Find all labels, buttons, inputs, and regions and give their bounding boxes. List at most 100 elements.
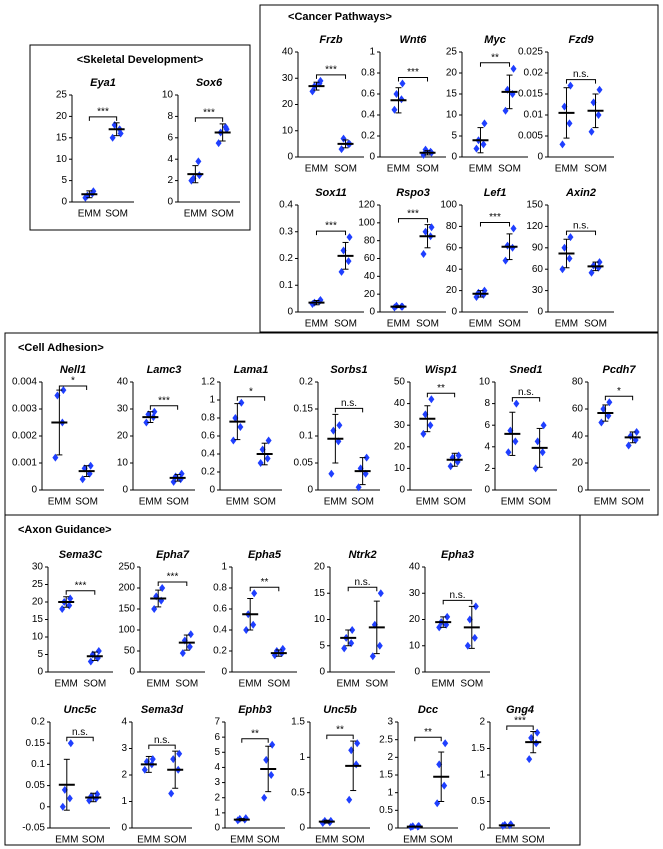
y-tick-label: 0.8 xyxy=(361,68,375,79)
y-tick-label: 20 xyxy=(394,441,406,452)
y-tick-label: 0.2 xyxy=(201,467,215,478)
y-tick-label: 1 xyxy=(299,752,305,763)
significance-bracket xyxy=(315,74,347,79)
data-point xyxy=(261,793,268,802)
x-tick-label: SOM xyxy=(334,164,357,175)
significance-label: *** xyxy=(325,65,337,76)
y-tick-label: 50 xyxy=(124,646,136,657)
data-point xyxy=(187,630,194,639)
y-tick-label: 0.1 xyxy=(279,280,293,291)
y-tick-label: 5 xyxy=(61,175,67,186)
y-tick-label: 0.002 xyxy=(12,431,37,442)
y-tick-label: 60 xyxy=(364,253,376,264)
y-tick-label: 1 xyxy=(479,770,485,781)
significance-label: n.s. xyxy=(573,221,589,232)
y-tick-label: 60 xyxy=(446,242,458,253)
significance-label: n.s. xyxy=(518,387,534,398)
data-point xyxy=(455,451,462,460)
x-tick-label: EMM xyxy=(495,835,518,846)
y-tick-label: 1.5 xyxy=(471,743,485,754)
x-tick-label: SOM xyxy=(522,835,545,846)
x-tick-label: SOM xyxy=(416,164,439,175)
y-tick-label: 30 xyxy=(32,562,44,573)
data-point xyxy=(588,127,595,136)
data-point xyxy=(512,437,519,446)
y-tick-label: 10 xyxy=(314,614,326,625)
y-tick-label: 2 xyxy=(484,463,490,474)
y-tick-label: 0 xyxy=(369,152,375,163)
y-tick-label: 0 xyxy=(387,823,393,834)
y-tick-label: 40 xyxy=(364,271,376,282)
x-tick-label: SOM xyxy=(365,679,388,690)
data-point xyxy=(633,427,640,436)
y-tick-label: 2.5 xyxy=(379,734,393,745)
section-title: <Skeletal Development> xyxy=(77,54,204,66)
significance-label: *** xyxy=(158,395,170,406)
y-tick-label: 0.6 xyxy=(213,604,227,615)
x-tick-label: SOM xyxy=(430,835,453,846)
y-tick-label: 7 xyxy=(214,717,220,728)
chart-title: Epha5 xyxy=(248,549,282,561)
y-tick-label: 0.15 xyxy=(294,404,314,415)
significance-label: * xyxy=(71,376,75,387)
y-tick-label: 10 xyxy=(56,154,68,165)
x-tick-label: SOM xyxy=(498,164,521,175)
y-tick-label: 0 xyxy=(537,307,543,318)
x-tick-label: SOM xyxy=(253,497,276,508)
chart-title: Rspo3 xyxy=(396,187,430,199)
y-tick-label: 2 xyxy=(167,175,173,186)
data-point xyxy=(376,641,383,650)
data-point xyxy=(566,254,573,263)
y-tick-label: 1 xyxy=(209,395,215,406)
y-tick-label: 4 xyxy=(484,441,490,452)
data-point xyxy=(149,755,156,764)
y-tick-label: 20 xyxy=(117,431,129,442)
data-point xyxy=(481,286,488,295)
chart-title: Epha3 xyxy=(441,549,474,561)
y-tick-label: 3 xyxy=(121,743,127,754)
significance-label: ** xyxy=(437,383,445,394)
significance-bracket xyxy=(334,407,364,413)
data-point xyxy=(94,790,101,799)
data-point xyxy=(196,171,203,180)
data-point xyxy=(52,453,59,462)
significance-label: *** xyxy=(203,108,215,119)
y-tick-label: 0 xyxy=(37,667,43,678)
data-point xyxy=(170,477,177,486)
significance-bracket xyxy=(479,222,511,227)
data-point xyxy=(87,461,94,470)
y-tick-label: 0.05 xyxy=(294,458,314,469)
x-tick-label: SOM xyxy=(528,497,551,508)
data-point xyxy=(526,755,533,764)
y-tick-label: 1 xyxy=(387,787,393,798)
chart-title: Ntrk2 xyxy=(348,549,376,561)
significance-label: ** xyxy=(251,728,259,739)
data-point xyxy=(595,111,602,119)
y-tick-label: 0 xyxy=(484,485,490,496)
significance-bracket xyxy=(65,590,96,595)
significance-bracket xyxy=(58,385,88,390)
y-tick-label: 60 xyxy=(532,264,544,275)
data-point xyxy=(179,649,186,658)
y-tick-label: 30 xyxy=(532,285,544,296)
x-tick-label: EMM xyxy=(305,319,328,330)
y-tick-label: 0 xyxy=(39,801,45,812)
y-tick-label: 0.025 xyxy=(518,47,543,58)
x-tick-label: SOM xyxy=(416,319,439,330)
y-tick-label: 1 xyxy=(121,796,127,807)
x-tick-label: EMM xyxy=(387,319,410,330)
chart-title: Sox11 xyxy=(315,187,347,199)
data-point xyxy=(265,436,272,445)
y-tick-label: 120 xyxy=(526,221,543,232)
y-tick-label: 1 xyxy=(214,807,220,818)
y-tick-label: 30 xyxy=(117,404,129,415)
data-point xyxy=(534,728,541,737)
y-tick-label: 0.4 xyxy=(279,200,293,211)
significance-label: ** xyxy=(261,577,269,588)
y-tick-label: 0 xyxy=(221,667,227,678)
significance-label: n.s. xyxy=(154,735,170,746)
y-tick-label: 0 xyxy=(122,485,128,496)
data-point xyxy=(354,739,361,748)
data-point xyxy=(237,423,244,431)
significance-bracket xyxy=(565,230,597,236)
